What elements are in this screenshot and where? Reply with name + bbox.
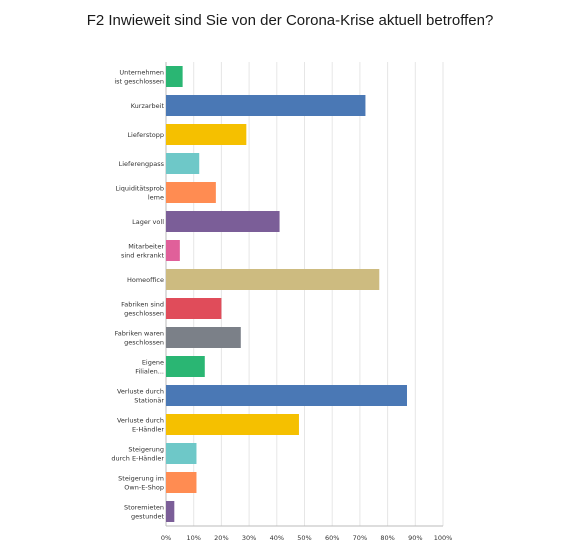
category-label: gestundet (131, 513, 164, 521)
bar (166, 443, 197, 464)
category-label: Unternehmen (119, 69, 164, 77)
category-label: Verluste durch (117, 388, 164, 396)
x-tick-label: 50% (297, 534, 311, 542)
category-label: Lager voll (132, 218, 164, 226)
category-label: Homeoffice (127, 276, 164, 284)
bar (166, 240, 180, 261)
category-label: leme (148, 194, 164, 202)
category-label: Own-E-Shop (124, 484, 164, 492)
category-label: Eigene (142, 359, 164, 367)
category-label: Stationär (134, 397, 164, 405)
category-label: Verluste durch (117, 417, 164, 425)
bar (166, 269, 380, 290)
category-label: Storemieten (124, 504, 164, 512)
bar (166, 501, 175, 522)
x-tick-label: 70% (353, 534, 367, 542)
x-tick-label: 80% (380, 534, 394, 542)
bar (166, 211, 280, 232)
bar (166, 66, 183, 87)
bar (166, 298, 222, 319)
category-label: Steigerung (128, 446, 164, 454)
x-tick-label: 30% (242, 534, 256, 542)
bar (166, 356, 205, 377)
category-label: E-Händler (132, 426, 164, 434)
x-tick-label: 100% (434, 534, 453, 542)
category-label: ist geschlossen (114, 78, 164, 86)
category-label: sind erkrankt (121, 252, 164, 260)
category-label: Mitarbeiter (128, 243, 164, 251)
bar (166, 124, 247, 145)
x-tick-label: 20% (214, 534, 228, 542)
bar (166, 385, 407, 406)
bar (166, 472, 197, 493)
category-label: Filialen... (135, 368, 164, 376)
x-tick-label: 0% (161, 534, 171, 542)
x-tick-label: 10% (186, 534, 200, 542)
category-label: Steigerung im (118, 475, 164, 483)
x-tick-label: 90% (408, 534, 422, 542)
x-tick-label: 60% (325, 534, 339, 542)
bar (166, 153, 200, 174)
category-label: Lieferstopp (127, 131, 164, 139)
category-label: geschlossen (124, 310, 164, 318)
bar (166, 327, 241, 348)
bar (166, 182, 216, 203)
bar (166, 414, 299, 435)
category-label: durch E-Händler (111, 455, 164, 463)
category-label: Fabriken waren (115, 330, 164, 338)
x-tick-label: 40% (270, 534, 284, 542)
category-label: Lieferengpass (119, 160, 165, 168)
chart-title: F2 Inwieweit sind Sie von der Corona-Kri… (86, 12, 494, 29)
category-label: Liquiditätsprob (115, 185, 164, 193)
category-label: geschlossen (124, 339, 164, 347)
category-label: Kurzarbeit (131, 102, 165, 110)
category-label: Fabriken sind (121, 301, 164, 309)
bar (166, 95, 366, 116)
